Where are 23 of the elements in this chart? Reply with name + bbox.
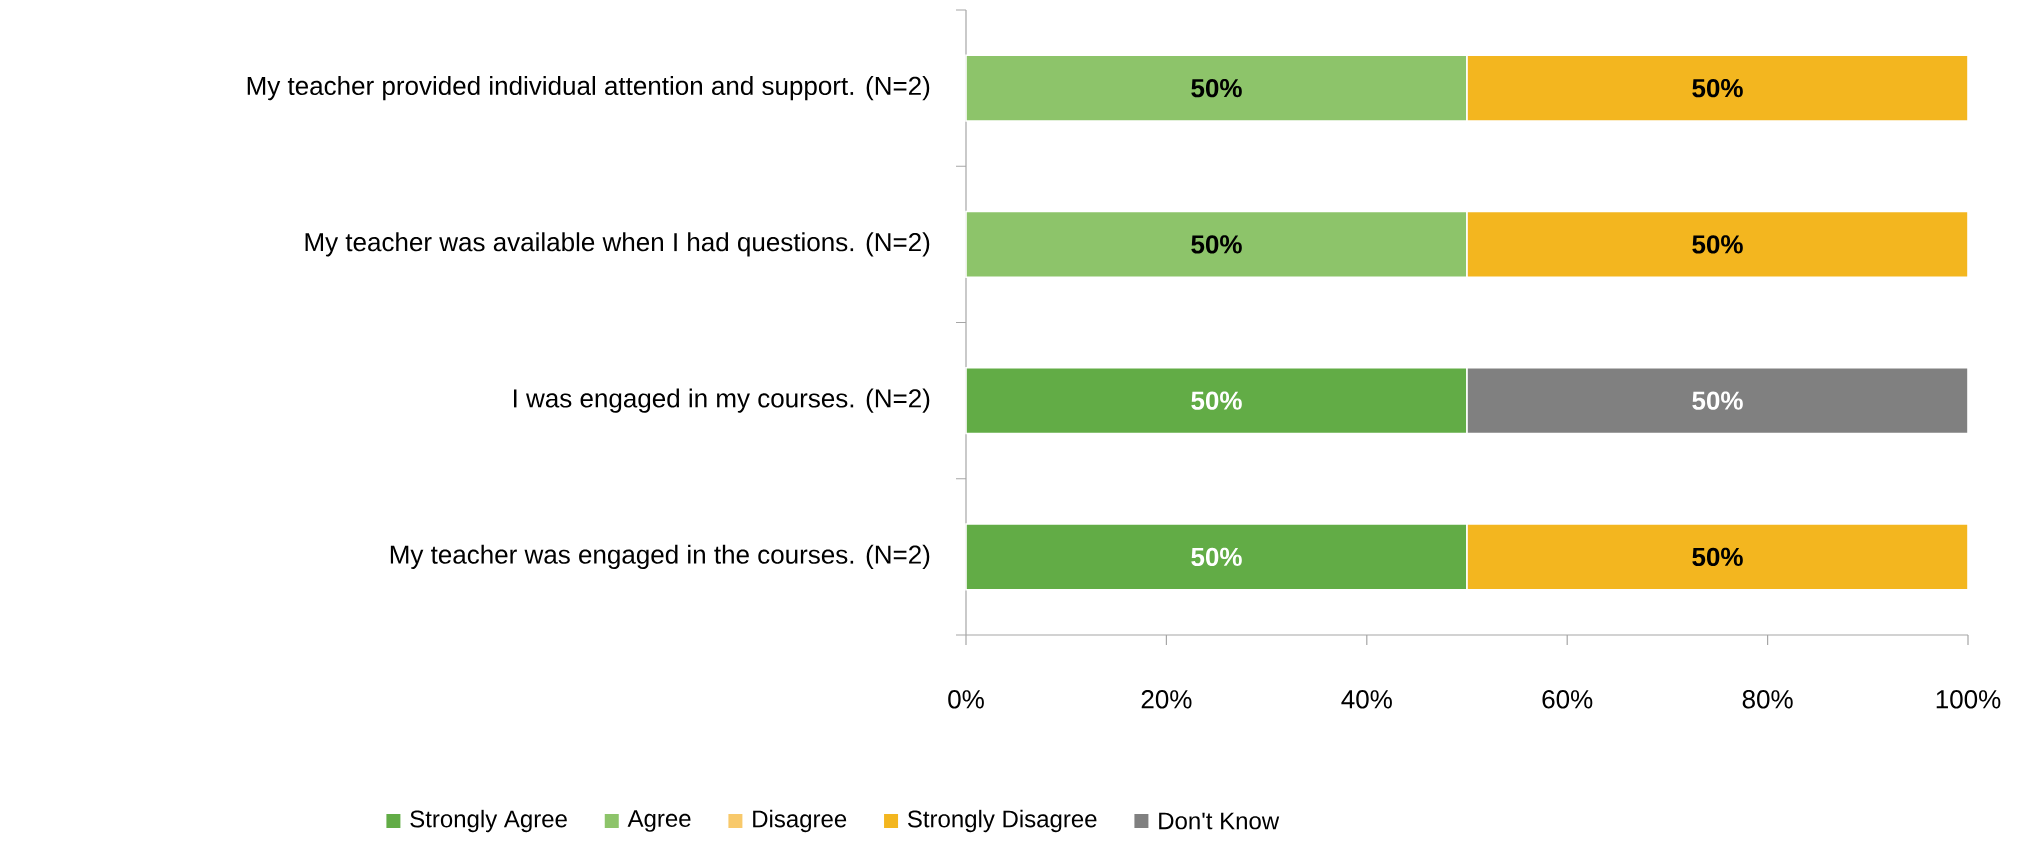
- x-tick-label: 60%: [1542, 690, 1593, 709]
- legend-label: Disagree: [753, 809, 847, 833]
- y-tick-label: My teacher was available when I had questions. (N=2): [305, 232, 930, 257]
- y-tick-label: I was engaged in my courses. (N=2): [514, 388, 930, 413]
- x-tick-label: 0%: [948, 690, 984, 709]
- legend-label: Agree: [627, 810, 691, 832]
- x-tick-label: 100%: [1936, 690, 2001, 709]
- data-label: 50%: [1692, 547, 1743, 567]
- data-label: 50%: [1191, 78, 1242, 98]
- legend-label: Strongly Disagree: [907, 809, 1097, 833]
- legend-label: Don't Know: [1159, 812, 1280, 830]
- data-label: 50%: [1692, 391, 1743, 410]
- x-tick-label: 40%: [1341, 690, 1392, 709]
- data-label: 50%: [1692, 235, 1743, 254]
- y-tick-label: My teacher provided individual attention and support. (N=2): [247, 76, 930, 101]
- data-label: 50%: [1191, 235, 1242, 254]
- legend-label: Strongly Agree: [410, 809, 567, 833]
- x-tick-label: 20%: [1141, 690, 1192, 709]
- data-label: 50%: [1191, 391, 1242, 410]
- y-tick-label: My teacher was engaged in the courses. (N=2): [390, 544, 930, 569]
- x-tick-label: 80%: [1742, 690, 1793, 709]
- data-label: 50%: [1692, 78, 1743, 98]
- data-label: 50%: [1191, 547, 1242, 567]
